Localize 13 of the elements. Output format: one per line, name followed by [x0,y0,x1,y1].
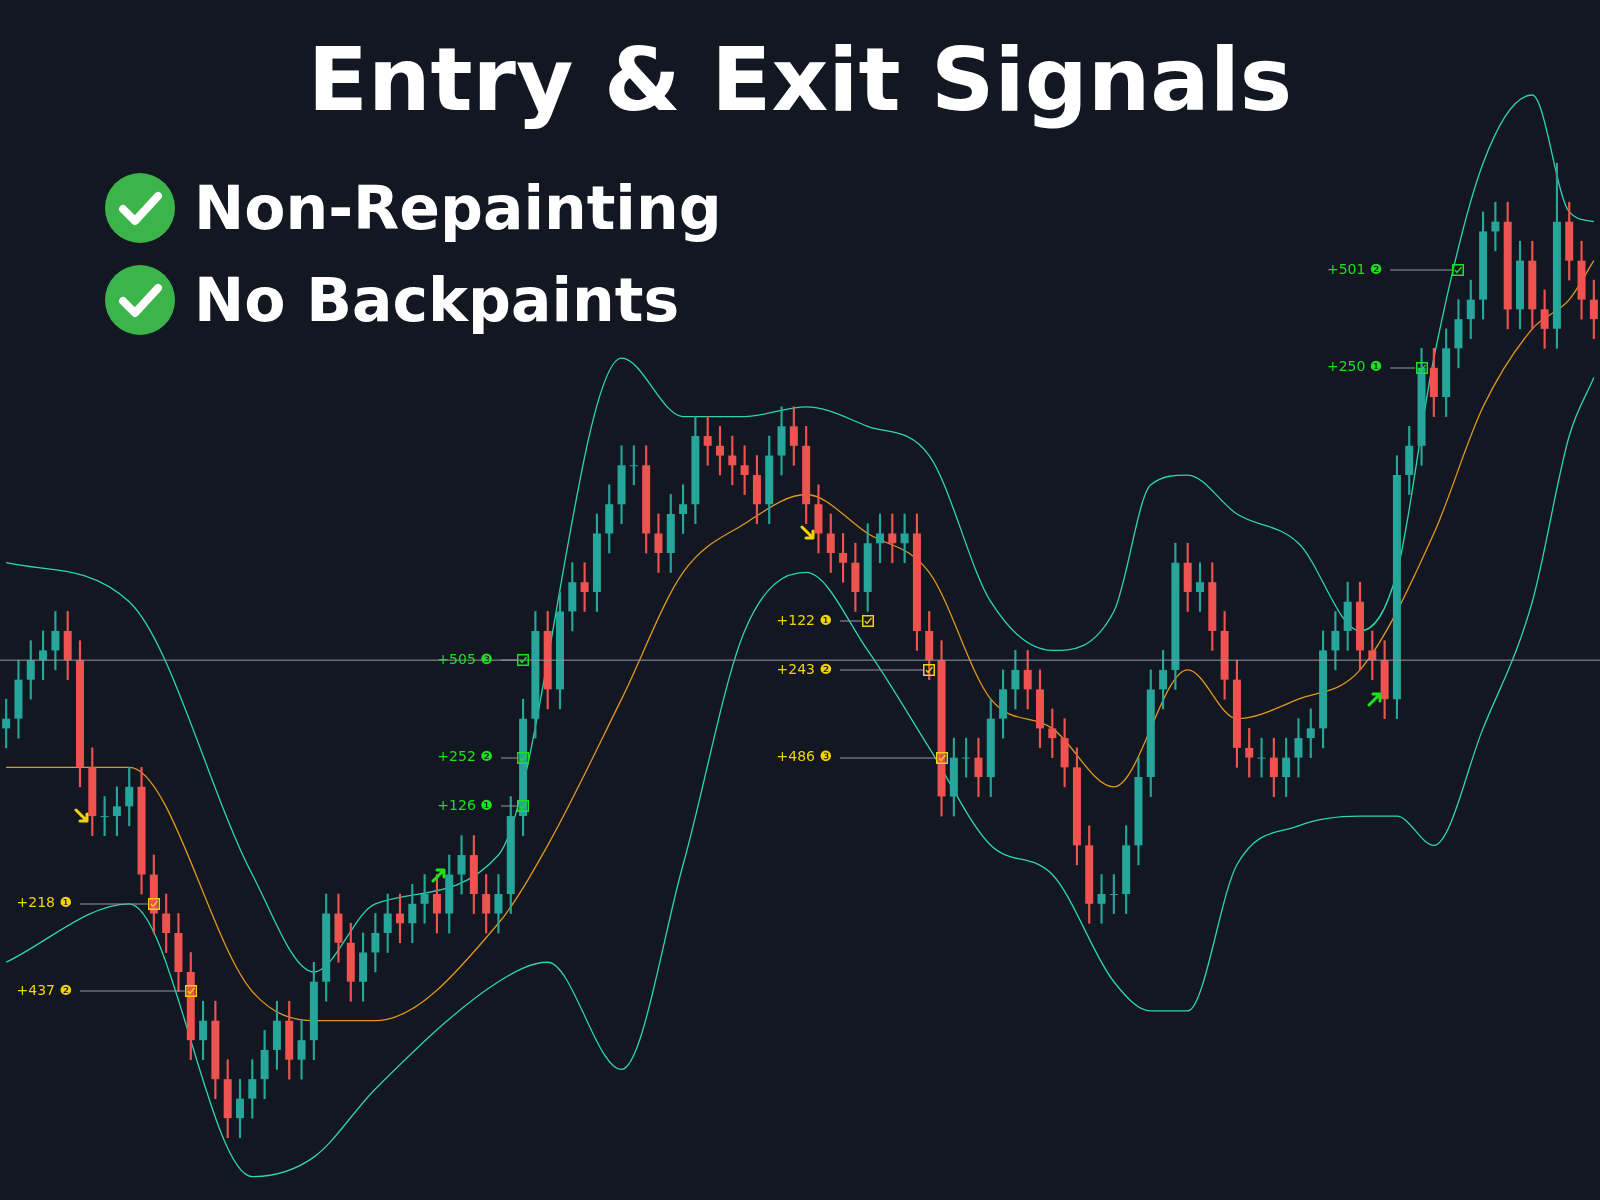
annotation: +501 ❷ [1326,261,1383,278]
annotation: +126 ❶ [437,796,493,813]
chart-title: Entry & Exit Signals [306,28,1294,131]
annotation: +243 ❷ [776,660,832,677]
annotation: +252 ❷ [437,748,493,765]
annotation: +437 ❷ [16,982,72,999]
annotation: +250 ❶ [1326,358,1383,375]
annotation: +218 ❶ [16,894,72,911]
annotation: +486 ❸ [776,748,832,765]
annotation: Non-Repainting [194,173,722,243]
annotation: +122 ❶ [776,611,832,628]
annotation: No Backpaints [194,265,680,335]
annotation: +505 ❸ [437,650,493,667]
